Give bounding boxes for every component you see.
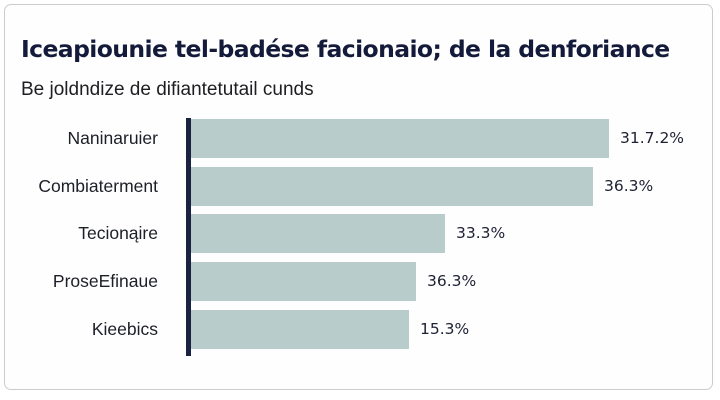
value-label: 31.7.2% [620, 129, 685, 147]
chart-title: Iceapiounie tel-badése facionaio; de la … [21, 35, 670, 63]
bar-row: Kieebics 15.3% [0, 310, 720, 349]
category-label: ProseEfinaue [52, 271, 158, 291]
bar [191, 214, 445, 253]
value-label: 36.3% [427, 272, 477, 290]
bar [191, 310, 409, 349]
bar-row: ProseEfinaue 36.3% [0, 262, 720, 301]
category-label: Naninaruier [67, 128, 158, 148]
bar [191, 262, 416, 301]
bar [191, 119, 609, 158]
bar-row: Combiaterment 36.3% [0, 167, 720, 206]
bar [191, 167, 593, 206]
value-label: 15.3% [420, 320, 470, 338]
chart-subtitle: Be joldndize de difiantetutail cunds [21, 79, 314, 100]
category-label: Tecionąire [78, 223, 158, 243]
category-label: Kieebics [91, 319, 158, 339]
bar-row: Tecionąire 33.3% [0, 214, 720, 253]
bar-row: Naninaruier 31.7.2% [0, 119, 720, 158]
value-label: 33.3% [456, 224, 506, 242]
value-label: 36.3% [604, 177, 654, 195]
y-axis-line [186, 118, 191, 356]
category-label: Combiaterment [38, 176, 158, 196]
